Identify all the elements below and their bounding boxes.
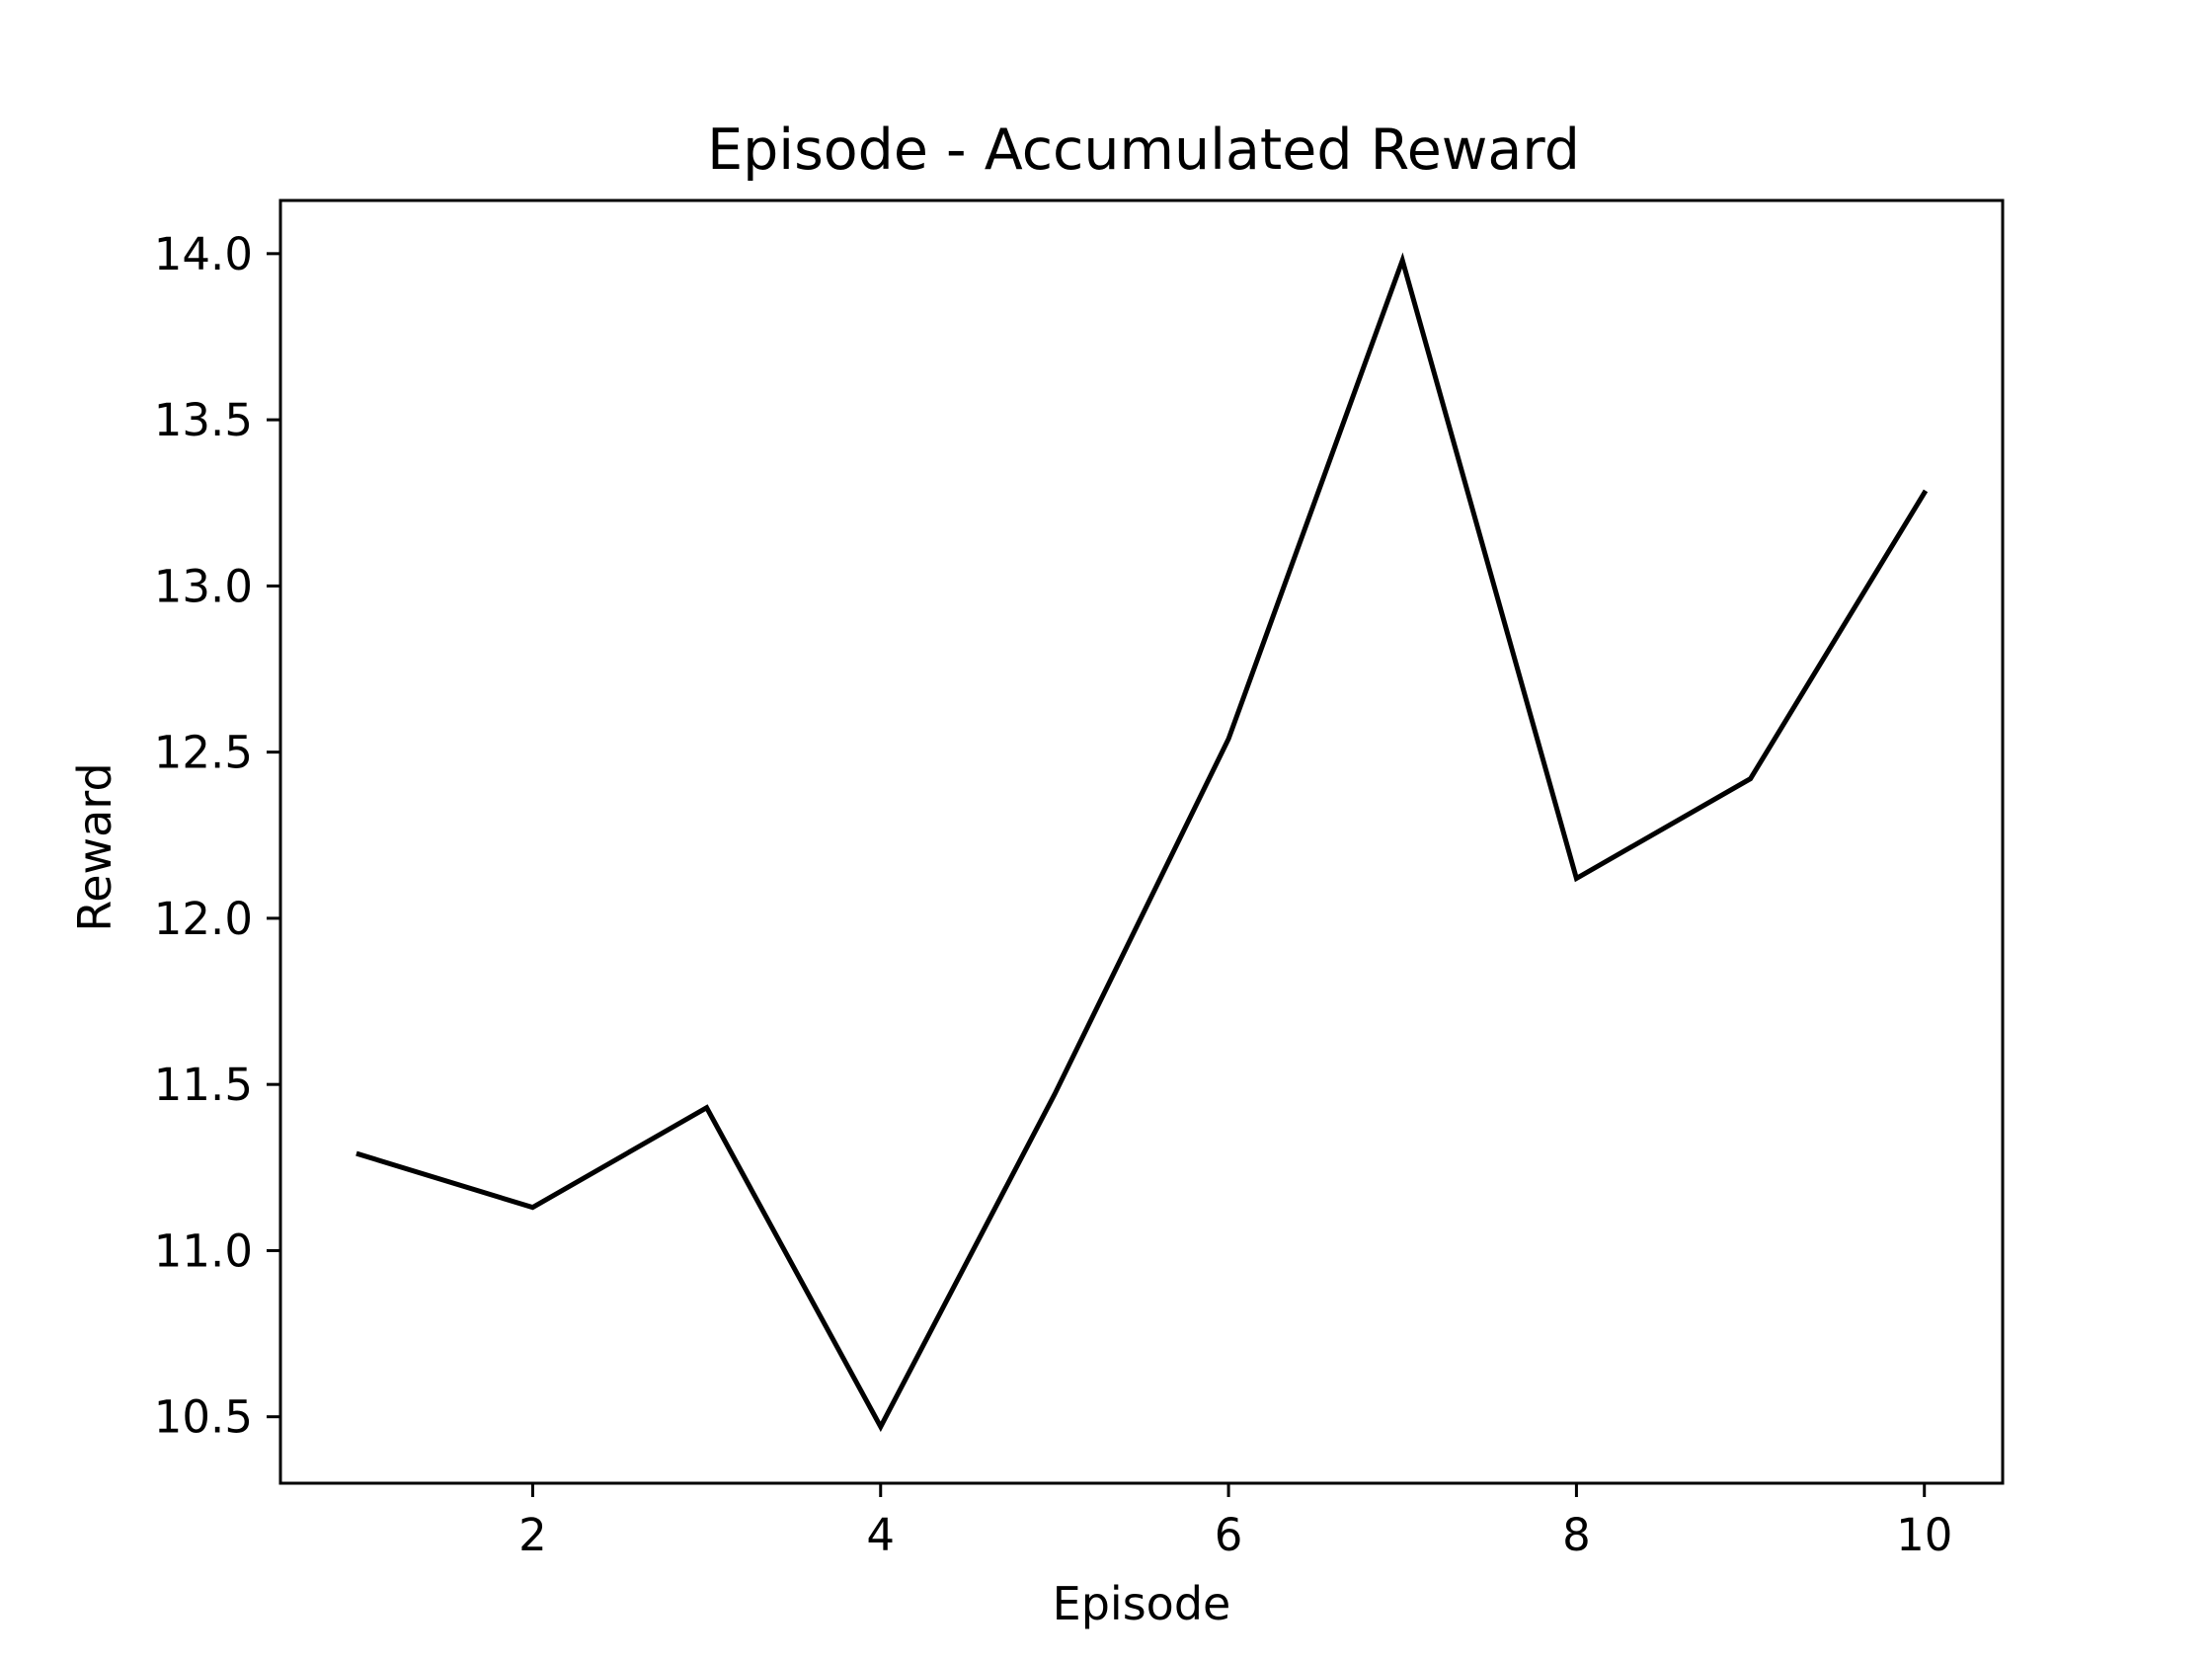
y-tick-label: 14.0 (154, 228, 253, 280)
plot-area-frame (278, 198, 2005, 1485)
y-axis-ticks: 10.5 11.0 11.5 12.0 12.5 13.0 13.5 14.0 (154, 228, 280, 1444)
x-tick-label: 8 (1562, 1509, 1591, 1561)
x-tick-label: 4 (866, 1509, 895, 1561)
x-axis-label: Episode (1053, 1577, 1231, 1630)
y-tick-label: 12.0 (154, 893, 253, 945)
y-tick-label: 11.5 (154, 1059, 253, 1111)
x-tick-label: 10 (1896, 1509, 1952, 1561)
y-axis-label: Reward (68, 762, 121, 931)
y-tick-label: 10.5 (154, 1391, 253, 1444)
y-tick-label: 13.0 (154, 560, 253, 612)
chart-title: Episode - Accumulated Reward (707, 118, 1580, 183)
y-tick-label: 13.5 (154, 394, 253, 446)
x-axis-ticks: 2 4 6 8 10 (518, 1483, 1952, 1561)
series-line (356, 252, 1929, 1433)
x-tick-label: 6 (1215, 1509, 1243, 1561)
x-tick-label: 2 (518, 1509, 547, 1561)
y-tick-label: 12.5 (154, 727, 253, 779)
y-tick-label: 11.0 (154, 1224, 253, 1277)
